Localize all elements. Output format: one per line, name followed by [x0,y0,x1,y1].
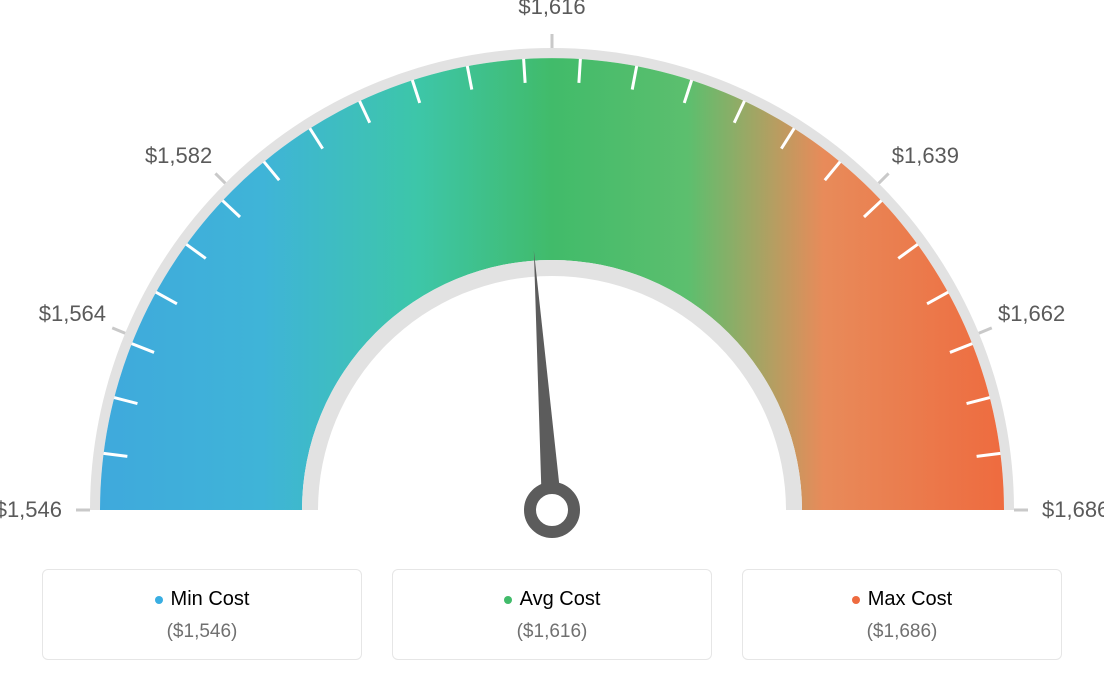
legend-row: Min Cost ($1,546) Avg Cost ($1,616) Max … [0,569,1104,660]
gauge-tick-label: $1,564 [39,302,106,328]
gauge-tick-label: $1,662 [998,302,1065,328]
legend-label-max: Max Cost [868,588,952,611]
legend-title-avg: Avg Cost [504,588,601,611]
legend-card-avg: Avg Cost ($1,616) [392,569,712,660]
gauge-tick-label: $1,546 [0,497,62,523]
gauge-tick-label: $1,616 [518,0,585,20]
legend-title-min: Min Cost [155,588,250,611]
gauge-area: $1,546 $1,564 $1,582 $1,616 $1,639 $1,662 $1,6… [0,0,1104,560]
legend-dot-min [155,596,163,604]
legend-value-min: ($1,546) [53,621,351,643]
gauge-tick-label: $1,686 [1042,497,1104,523]
gauge-tick-label: $1,582 [145,143,212,169]
cost-gauge-chart: $1,546 $1,564 $1,582 $1,616 $1,639 $1,662 $1,6… [0,0,1104,690]
legend-title-max: Max Cost [852,588,952,611]
legend-value-max: ($1,686) [753,621,1051,643]
legend-card-min: Min Cost ($1,546) [42,569,362,660]
legend-value-avg: ($1,616) [403,621,701,643]
gauge-tick-label: $1,639 [892,143,959,169]
gauge-svg [0,0,1104,560]
legend-label-min: Min Cost [171,588,250,611]
legend-dot-avg [504,596,512,604]
legend-dot-max [852,596,860,604]
legend-card-max: Max Cost ($1,686) [742,569,1062,660]
legend-label-avg: Avg Cost [520,588,601,611]
